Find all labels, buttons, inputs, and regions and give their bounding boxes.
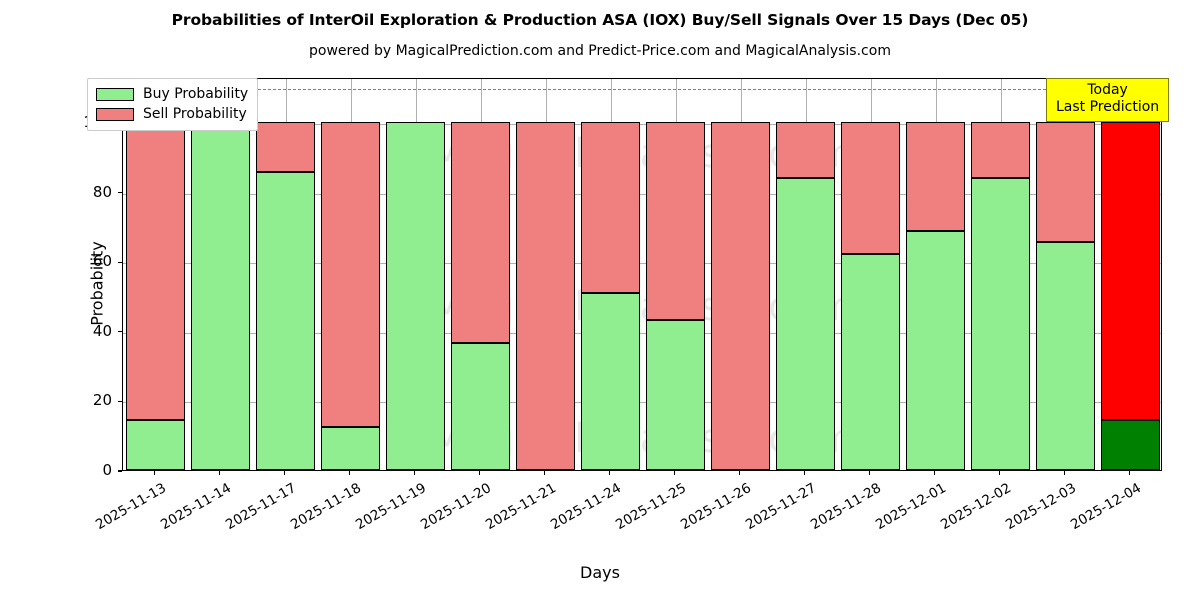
x-tick-mark bbox=[738, 471, 741, 475]
bar-segment-sell[interactable] bbox=[1036, 122, 1095, 243]
bar-group[interactable] bbox=[841, 79, 900, 470]
y-tick-mark bbox=[118, 261, 122, 263]
legend-swatch-buy-icon bbox=[96, 87, 134, 101]
y-tick-label: 40 bbox=[92, 321, 112, 340]
x-tick-mark bbox=[868, 471, 871, 475]
bar-group[interactable] bbox=[1101, 79, 1160, 470]
bars-layer bbox=[123, 79, 1161, 470]
bar-segment-buy[interactable] bbox=[1101, 420, 1160, 470]
plot-area: MagicalAnalysis.com MagicalAnalysis.com Ma… bbox=[122, 78, 1162, 471]
gridline-horizontal bbox=[123, 193, 1161, 195]
bar-segment-buy[interactable] bbox=[906, 230, 965, 470]
bar-group[interactable] bbox=[451, 79, 510, 470]
y-tick-label: 20 bbox=[92, 391, 112, 410]
y-tick-mark bbox=[118, 331, 122, 333]
bar-segment-buy[interactable] bbox=[256, 171, 315, 470]
bar-segment-sell[interactable] bbox=[1101, 122, 1160, 421]
x-tick-mark bbox=[608, 471, 611, 475]
x-tick-mark bbox=[803, 471, 806, 475]
y-tick-label: 0 bbox=[102, 461, 112, 479]
y-axis-label: Probability bbox=[87, 241, 107, 326]
gridline-horizontal bbox=[123, 332, 1161, 334]
x-tick-mark bbox=[543, 471, 546, 475]
bar-group[interactable] bbox=[126, 79, 185, 470]
chart-subtitle: powered by MagicalPrediction.com and Pre… bbox=[309, 43, 891, 59]
bar-group[interactable] bbox=[906, 79, 965, 470]
threshold-line bbox=[123, 89, 1161, 91]
today-annotation-line2: Last Prediction bbox=[1056, 99, 1160, 116]
bar-group[interactable] bbox=[256, 79, 315, 470]
bar-group[interactable] bbox=[321, 79, 380, 470]
bar-segment-sell[interactable] bbox=[581, 122, 640, 293]
bar-segment-sell[interactable] bbox=[256, 122, 315, 172]
x-tick-mark bbox=[283, 471, 286, 475]
x-tick-mark bbox=[218, 471, 221, 475]
x-axis-label: Days bbox=[580, 563, 620, 582]
bar-segment-sell[interactable] bbox=[971, 122, 1030, 178]
bar-group[interactable] bbox=[581, 79, 640, 470]
legend-swatch-sell-icon bbox=[96, 107, 134, 121]
y-tick-label: 60 bbox=[92, 252, 112, 271]
bar-group[interactable] bbox=[971, 79, 1030, 470]
legend-item[interactable]: Buy Probability bbox=[96, 84, 248, 104]
bar-segment-sell[interactable] bbox=[516, 122, 575, 470]
bar-segment-sell[interactable] bbox=[906, 122, 965, 231]
chart-legend[interactable]: Buy Probability Sell Probability bbox=[87, 78, 259, 131]
bar-group[interactable] bbox=[646, 79, 705, 470]
chart-title: Probabilities of InterOil Exploration & … bbox=[171, 11, 1029, 29]
bar-segment-buy[interactable] bbox=[451, 343, 510, 470]
legend-label: Buy Probability bbox=[143, 86, 249, 102]
x-tick-mark bbox=[1128, 471, 1131, 475]
x-tick-mark bbox=[673, 471, 676, 475]
bar-segment-buy[interactable] bbox=[841, 253, 900, 470]
bar-segment-buy[interactable] bbox=[1036, 242, 1095, 470]
bar-segment-sell[interactable] bbox=[126, 122, 185, 421]
legend-label: Sell Probability bbox=[143, 106, 247, 122]
bar-segment-sell[interactable] bbox=[451, 122, 510, 344]
x-tick-mark bbox=[933, 471, 936, 475]
bar-segment-buy[interactable] bbox=[386, 122, 445, 470]
today-annotation-line1: Today bbox=[1087, 82, 1128, 98]
bar-group[interactable] bbox=[516, 79, 575, 470]
x-tick-mark bbox=[348, 471, 351, 475]
bar-segment-buy[interactable] bbox=[646, 319, 705, 470]
gridline-horizontal bbox=[123, 124, 1161, 126]
y-tick-mark bbox=[118, 400, 122, 403]
bar-segment-buy[interactable] bbox=[126, 420, 185, 470]
bar-segment-buy[interactable] bbox=[776, 177, 835, 470]
x-tick-mark bbox=[998, 471, 1001, 475]
bar-segment-buy[interactable] bbox=[321, 426, 380, 470]
bar-group[interactable] bbox=[191, 79, 250, 470]
legend-item[interactable]: Sell Probability bbox=[96, 104, 248, 124]
gridline-horizontal bbox=[123, 402, 1161, 404]
x-tick-mark bbox=[413, 471, 416, 475]
bar-segment-sell[interactable] bbox=[646, 122, 705, 320]
today-annotation: Today Last Prediction bbox=[1046, 78, 1170, 123]
bar-group[interactable] bbox=[711, 79, 770, 470]
x-tick-mark bbox=[478, 471, 481, 475]
x-tick-mark bbox=[153, 471, 156, 475]
bar-segment-buy[interactable] bbox=[581, 292, 640, 470]
bar-segment-sell[interactable] bbox=[841, 122, 900, 254]
bar-segment-sell[interactable] bbox=[711, 122, 770, 470]
bar-segment-buy[interactable] bbox=[971, 177, 1030, 470]
y-tick-label: 80 bbox=[92, 182, 112, 201]
y-tick-mark bbox=[118, 192, 122, 194]
x-tick-mark bbox=[1063, 471, 1066, 475]
bar-group[interactable] bbox=[1036, 79, 1095, 470]
y-tick-mark bbox=[118, 470, 122, 472]
bar-group[interactable] bbox=[776, 79, 835, 470]
bar-segment-sell[interactable] bbox=[776, 122, 835, 178]
bar-segment-sell[interactable] bbox=[321, 122, 380, 427]
bar-segment-buy[interactable] bbox=[191, 122, 250, 470]
bar-group[interactable] bbox=[386, 79, 445, 470]
gridline-horizontal bbox=[123, 263, 1161, 265]
